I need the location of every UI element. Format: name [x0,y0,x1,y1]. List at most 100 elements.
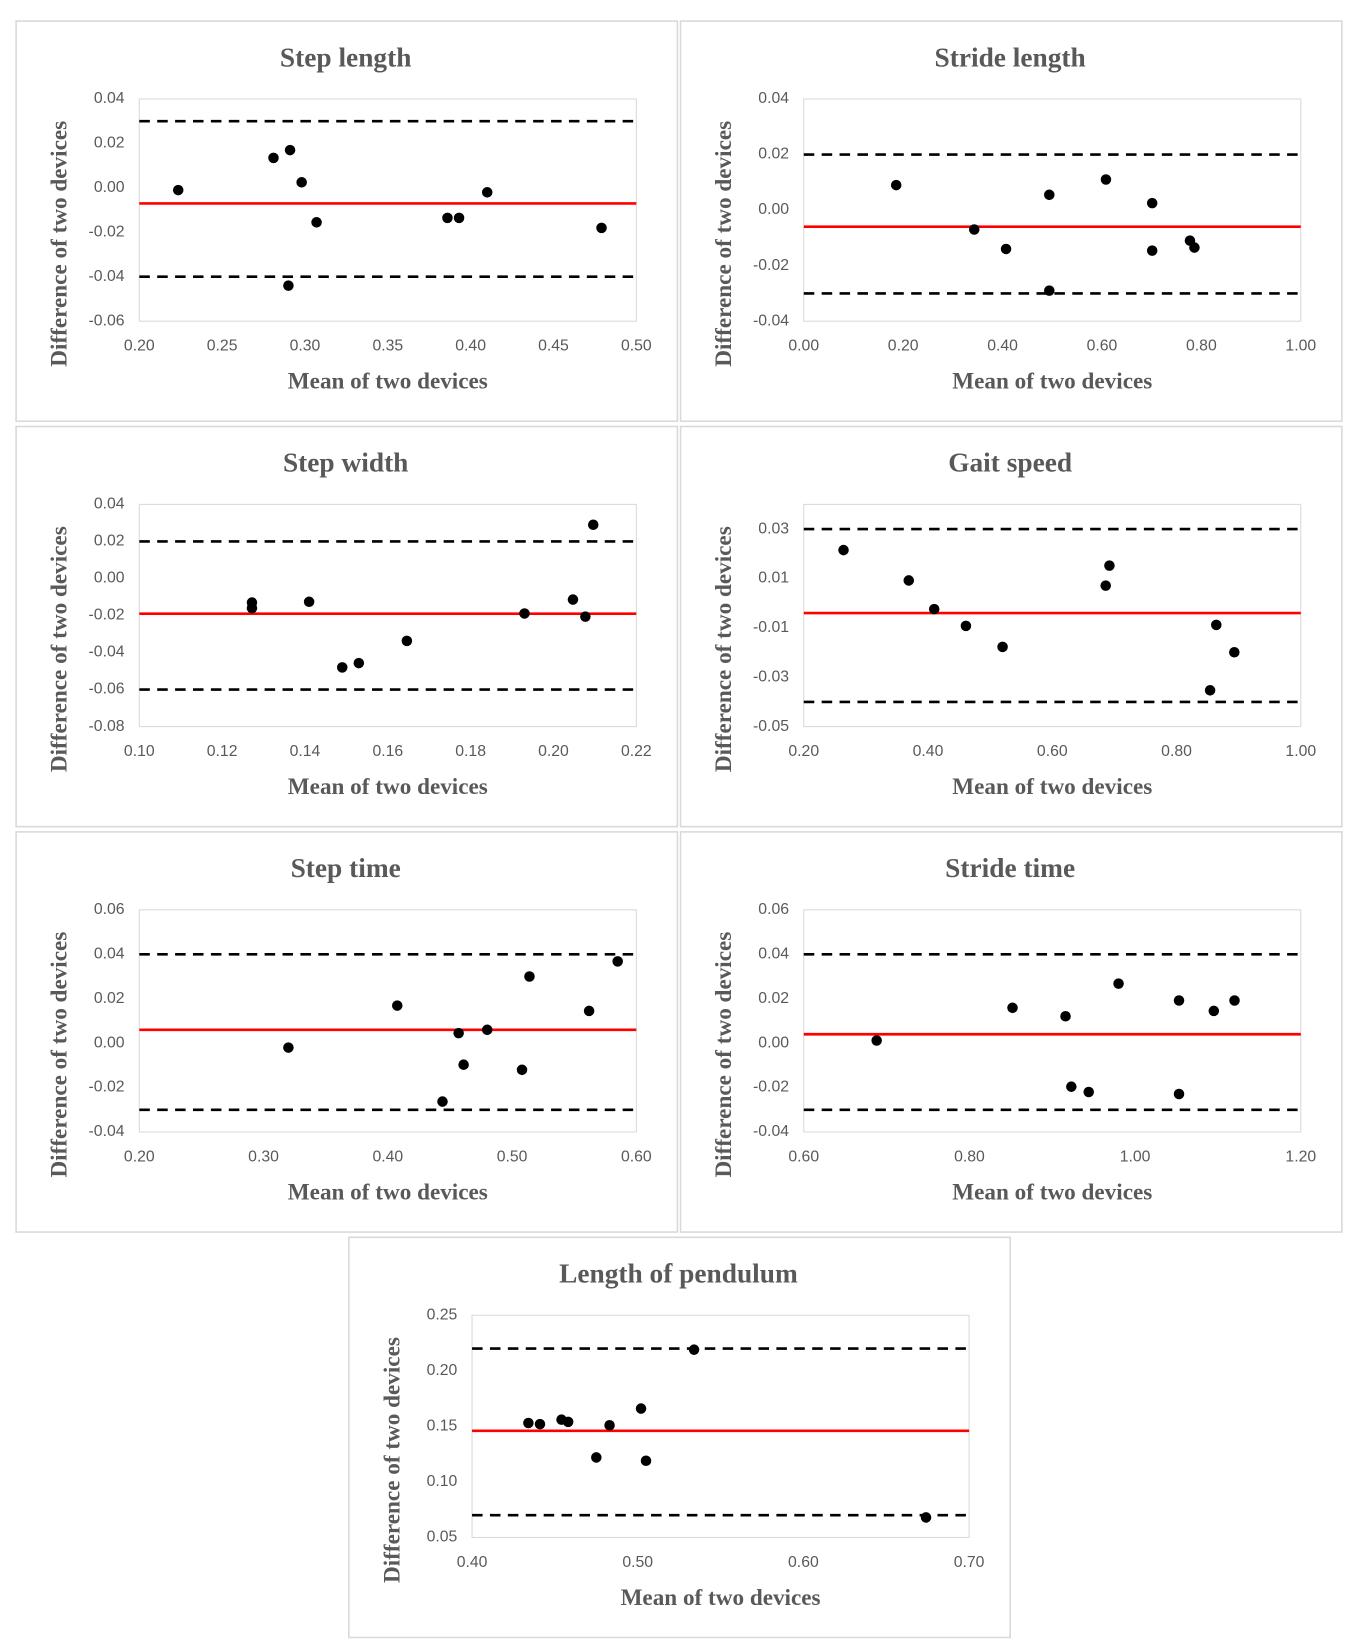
y-axis-label: Difference of two devices [711,121,737,367]
x-tick-label: 0.50 [497,1148,528,1165]
y-tick-label: -0.04 [89,1123,125,1140]
point [1066,1081,1077,1092]
y-tick-label: 0.06 [758,901,789,918]
y-tick-label: 0.03 [758,520,789,537]
y-tick-label: -0.06 [89,312,125,329]
y-tick-label: 0.02 [758,146,789,163]
chart-title: Step width [283,448,408,478]
point [481,1024,493,1036]
x-tick-label: 0.16 [372,743,403,760]
x-tick-label: 0.20 [788,743,819,760]
point [453,212,465,224]
point [296,177,307,188]
panel: Length of pendulum Mean of two devices Dif… [348,1236,1011,1639]
chart-title: Gait speed [948,448,1072,478]
panel: Gait speed Mean of two devices Difference … [679,425,1343,828]
point [591,1452,602,1463]
plot-area [138,98,637,322]
y-tick-label: -0.05 [753,718,789,735]
x-tick-label: 1.00 [1120,1148,1151,1165]
x-tick-label: 0.30 [290,338,321,355]
y-tick-label: -0.02 [89,223,125,240]
y-tick-label: 0.02 [94,135,125,152]
point [890,179,902,191]
panel-border [15,425,679,828]
panel-border [679,20,1343,423]
panel-border [15,831,679,1233]
point [303,596,315,608]
x-tick-label: 0.60 [621,1148,652,1165]
point [453,1027,464,1039]
point [587,519,599,531]
point [1007,1002,1018,1014]
y-tick-label: 0.02 [758,990,789,1007]
x-axis-label: Mean of two devices [288,774,488,800]
point [1060,1010,1071,1022]
y-tick-label: 0.04 [94,90,125,107]
point [604,1419,615,1431]
x-axis-label: Mean of two devices [288,1179,488,1205]
y-tick-label: 0.01 [758,570,789,587]
point [562,1416,574,1428]
point [1044,189,1055,201]
plot-area [803,98,1302,322]
y-tick-label: -0.02 [753,257,789,274]
x-axis-label: Mean of two devices [288,369,488,395]
x-tick-label: 0.40 [457,1554,488,1571]
chart-title: Stride time [945,853,1075,883]
y-axis-label: Difference of two devices [379,1337,405,1583]
y-tick-label: 0.06 [94,901,125,918]
y-tick-label: -0.04 [753,1123,789,1140]
y-tick-label: -0.02 [89,1079,125,1096]
x-tick-label: 0.80 [954,1148,985,1165]
y-tick-label: -0.01 [753,619,789,636]
chart-title: Step length [280,42,411,72]
x-tick-label: 0.70 [954,1554,985,1571]
y-tick-label: -0.04 [89,268,125,285]
x-tick-label: 1.00 [1285,743,1316,760]
point [1173,995,1185,1006]
panel-border [15,20,679,423]
x-tick-label: 0.45 [538,338,569,355]
point [1113,978,1124,989]
point [903,575,915,586]
x-axis-label: Mean of two devices [952,1179,1152,1205]
point [283,280,294,291]
point [516,1064,528,1076]
y-tick-label: -0.02 [753,1079,789,1096]
chart-title: Stride length [935,42,1086,72]
y-axis-label: Difference of two devices [711,526,737,772]
point [1146,197,1158,209]
point [960,620,972,632]
y-tick-label: 0.00 [94,570,125,587]
point [1229,995,1240,1006]
y-axis-label: Difference of two devices [47,932,73,1178]
x-tick-label: 0.25 [207,338,238,355]
point [1146,245,1158,256]
panel-border [679,831,1343,1233]
x-axis-label: Mean of two devices [621,1585,821,1611]
y-tick-label: 0.04 [758,945,789,962]
panel: Step width Mean of two devices Difference … [15,425,679,828]
panel: Step length Mean of two devices Difference… [15,20,679,423]
y-axis-label: Difference of two devices [711,932,737,1178]
point [1100,580,1111,591]
point [838,544,849,556]
point [353,657,365,669]
x-tick-label: 0.40 [913,743,944,760]
point [612,956,623,967]
panel-border [348,1236,1011,1639]
panel: Stride time Mean of two devices Difference… [679,831,1343,1233]
point [640,1455,652,1467]
x-tick-label: 0.40 [372,1148,403,1165]
plot-area [138,503,637,728]
x-tick-label: 0.40 [987,338,1018,355]
x-tick-label: 0.20 [124,338,155,355]
point [968,224,980,235]
point [1044,285,1055,296]
point [688,1344,700,1355]
y-tick-label: 0.04 [94,496,125,513]
x-tick-label: 0.18 [455,743,486,760]
y-tick-label: 0.04 [758,90,789,107]
point [1189,242,1200,253]
